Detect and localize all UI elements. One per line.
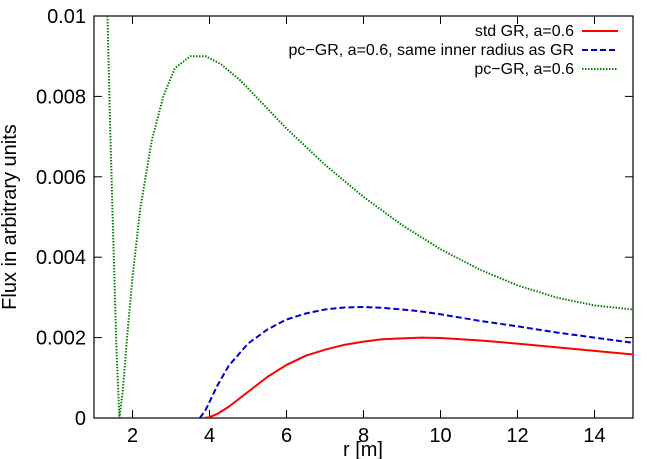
y-tick-label: 0 [75, 408, 86, 430]
series-layer [106, 16, 633, 418]
x-tick-label: 12 [506, 425, 528, 447]
x-tick-label: 8 [358, 425, 369, 447]
x-axis-title: r [m] [343, 439, 383, 459]
series-line-1 [203, 336, 633, 418]
y-tick-label: 0.008 [36, 86, 86, 108]
y-tick-label: 0.004 [36, 247, 86, 269]
y-tick-label: 0.006 [36, 167, 86, 189]
axis-tick-labels: 2 4 6 8 10 12 14 0 0.002 0.004 0.006 0.008 0.01 [36, 6, 606, 447]
legend: std GR, a=0.6 pc−GR, a=0.6, same inner ra… [289, 23, 618, 78]
y-tick-label: 0.01 [47, 6, 86, 28]
x-tick-label: 14 [583, 425, 605, 447]
legend-label: pc−GR, a=0.6, same inner radius as GR [289, 42, 574, 59]
series-line-2 [199, 306, 633, 418]
legend-label: pc−GR, a=0.6 [474, 61, 574, 78]
x-tick-label: 2 [127, 425, 138, 447]
axis-ticks [94, 15, 633, 419]
y-axis-title: Flux in arbitrary units [0, 124, 21, 310]
y-tick-label: 0.002 [36, 328, 86, 350]
x-tick-label: 10 [429, 425, 451, 447]
legend-label: std GR, a=0.6 [475, 23, 574, 40]
series-line-3 [106, 16, 633, 418]
x-tick-label: 4 [204, 425, 215, 447]
x-tick-label: 6 [281, 425, 292, 447]
